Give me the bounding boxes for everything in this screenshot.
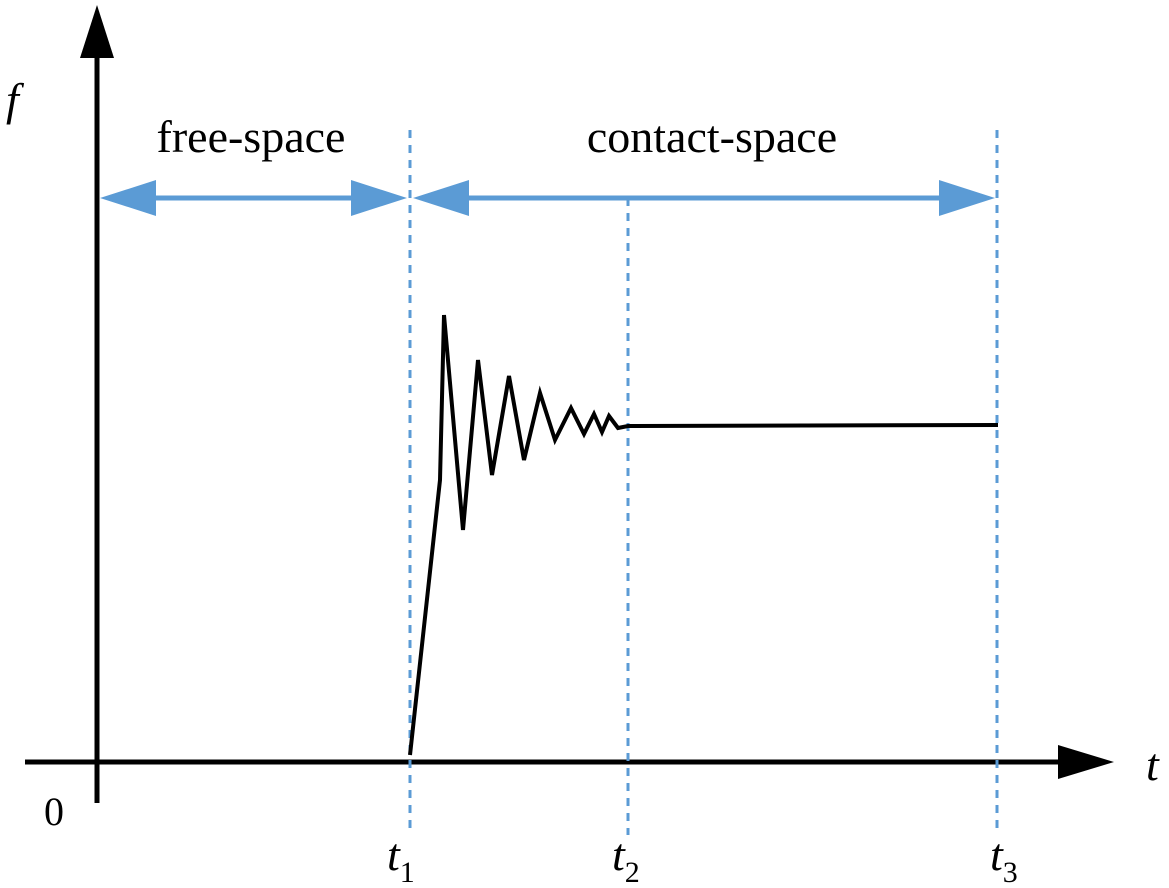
x-axis-arrowhead (1058, 745, 1114, 779)
force-curve (408, 314, 999, 756)
y-axis-label: f (6, 74, 25, 125)
contact-space-arrow (413, 180, 995, 216)
tick-label-t3: t3 (990, 829, 1018, 888)
y-axis-arrowhead (80, 5, 114, 58)
origin-label: 0 (44, 789, 64, 834)
free-space-label: free-space (157, 111, 346, 162)
marker-lines (408, 130, 999, 835)
free-space-arrow (100, 180, 407, 216)
tick-label-t2: t2 (612, 829, 640, 888)
axes (25, 5, 1114, 803)
contact-space-label: contact-space (587, 111, 837, 162)
tick-label-t1: t1 (387, 829, 415, 888)
region-arrows (100, 180, 995, 216)
x-axis-label: t (1146, 739, 1160, 790)
